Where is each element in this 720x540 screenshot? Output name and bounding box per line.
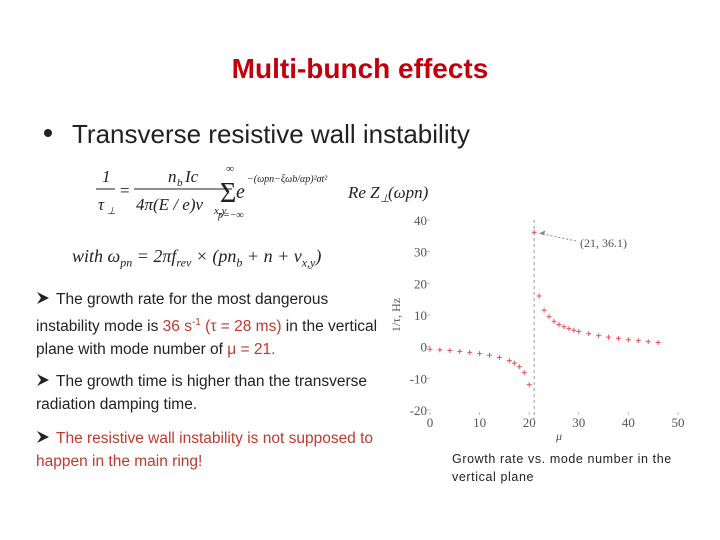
caption: Growth rate vs. mode number in the verti…: [452, 452, 672, 484]
text-segment: ): [315, 246, 322, 266]
data-point: [596, 333, 602, 339]
text-segment: = 2πf: [132, 246, 177, 266]
data-point: [521, 370, 527, 376]
x-tick-label: 50: [672, 415, 685, 430]
text-segment: The resistive wall instability is not su…: [36, 430, 374, 471]
y-tick-label: 30: [414, 245, 427, 260]
text-segment: with ω: [72, 246, 121, 266]
text-segment: (τ = 28 ms): [200, 318, 282, 336]
data-point: [606, 334, 612, 340]
formula-part: Ic: [184, 167, 199, 186]
data-point: [526, 382, 532, 388]
text-segment: 36 s: [162, 318, 192, 336]
x-tick-label: 10: [473, 415, 486, 430]
y-tick-label: 40: [414, 213, 427, 228]
data-point: [561, 324, 567, 330]
bullet: Transverse resistive wall instability: [72, 119, 470, 149]
formula-part: Re Z: [347, 183, 380, 202]
data-point: [437, 347, 443, 353]
bullet-point: The growth time is higher than the trans…: [36, 370, 381, 416]
data-point: [571, 327, 577, 333]
data-point: [477, 351, 483, 357]
annotation-arrowhead: [539, 230, 546, 236]
data-point: [427, 346, 433, 352]
x-axis-label: μ: [555, 429, 562, 443]
formula-part: 1: [102, 167, 111, 186]
text-segment: x,y: [301, 255, 316, 270]
data-point: [645, 339, 651, 345]
y-tick-label: -20: [410, 403, 427, 418]
data-point: [576, 328, 582, 334]
data-point: [615, 335, 621, 341]
data-point: [531, 229, 537, 235]
x-tick-label: 40: [622, 415, 635, 430]
text-segment: -1: [191, 317, 201, 328]
text-segment: in the vertical plane with mode number o…: [36, 318, 378, 359]
y-tick-label: -10: [410, 371, 427, 386]
formula-part: p=−∞: [217, 210, 244, 221]
data-point: [625, 337, 631, 343]
y-tick-label: 20: [414, 276, 427, 291]
with-line: with ωpn = 2πfrev × (pnb + n + νx,y): [72, 246, 321, 271]
x-tick-label: 0: [427, 415, 434, 430]
data-point: [516, 364, 522, 370]
data-point: [541, 307, 547, 313]
annotation-arrow: [540, 232, 577, 242]
formula-part: ⊥: [107, 206, 116, 217]
data-point: [546, 314, 552, 320]
data-point: [655, 340, 661, 346]
text-segment: + n + ν: [242, 246, 302, 266]
formula-part: =: [120, 181, 130, 200]
text-segment: The growth rate for the most dangerous i…: [36, 291, 329, 336]
y-axis-label: 1/τ, Hz: [389, 298, 403, 332]
data-point: [467, 349, 473, 355]
data-point: [511, 360, 517, 366]
bullet-points: The growth rate for the most dangerous i…: [36, 288, 381, 482]
formula-part: Σ: [220, 178, 236, 209]
bullet-point: The growth rate for the most dangerous i…: [36, 288, 381, 361]
arrow-bullet: [37, 292, 49, 304]
formula-part: τ: [98, 195, 105, 214]
formula-part: ∞: [226, 163, 234, 175]
data-point: [487, 352, 493, 358]
formula-part: −(ωpn−ξωb/αp)²σt²: [247, 174, 328, 185]
data-point: [447, 347, 453, 353]
formula-part: x,y: [213, 205, 227, 217]
data-point: [635, 338, 641, 344]
arrow-bullet: [37, 374, 49, 387]
formula-part: n: [168, 167, 177, 186]
text-segment: The growth time is higher than the trans…: [36, 373, 368, 414]
data-point: [556, 322, 562, 327]
formula-part: (ωpn): [388, 183, 429, 202]
annotation: (21, 36.1): [580, 236, 627, 250]
data-point: [566, 326, 572, 332]
data-point: [586, 331, 592, 337]
text-segment: rev: [176, 255, 192, 270]
data-point: [536, 293, 542, 299]
formula-part: e: [236, 181, 245, 203]
y-tick-label: 10: [414, 308, 427, 323]
text-segment: pn: [120, 255, 133, 270]
data-point: [457, 348, 463, 354]
data-point: [496, 354, 502, 360]
formula-part: ⊥: [380, 193, 390, 205]
text-segment: × (pn: [191, 246, 237, 266]
data-point: [551, 318, 557, 324]
x-tick-label: 20: [523, 415, 536, 430]
y-tick-label: 0: [421, 340, 428, 355]
formula-part: b: [177, 177, 183, 189]
bullet-dot: [44, 129, 52, 137]
title: Multi-bunch effects: [232, 53, 489, 84]
chart: -20 -10 0 10 20 30 40 0 10 20 30 40 50 μ 1/τ, Hz (21, 3…: [389, 213, 685, 443]
x-tick-label: 30: [572, 415, 585, 430]
bullet-point: The resistive wall instability is not su…: [36, 427, 381, 473]
arrow-bullet: [37, 431, 49, 444]
text-segment: b: [236, 255, 243, 270]
data-point: [506, 358, 512, 364]
formula-part: 4π(E / e)ν: [136, 195, 203, 214]
text-segment: μ = 21.: [227, 341, 276, 359]
